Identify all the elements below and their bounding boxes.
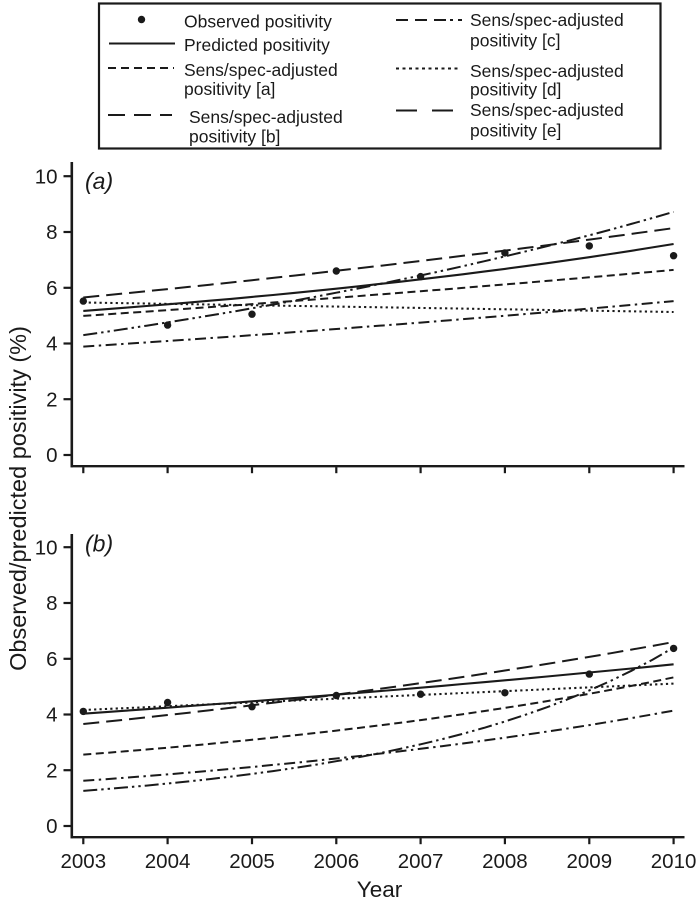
svg-text:2004: 2004: [145, 850, 191, 873]
svg-text:(b): (b): [85, 531, 113, 557]
svg-text:2005: 2005: [229, 850, 275, 873]
svg-text:Sens/spec-adjusted: Sens/spec-adjusted: [470, 100, 624, 120]
svg-text:Predicted positivity: Predicted positivity: [184, 35, 330, 55]
svg-text:0: 0: [46, 444, 57, 467]
svg-text:Observed/predicted positivity: Observed/predicted positivity (%): [5, 326, 31, 671]
svg-text:2007: 2007: [398, 850, 444, 873]
svg-text:Observed positivity: Observed positivity: [184, 12, 332, 32]
svg-text:Sens/spec-adjusted: Sens/spec-adjusted: [470, 61, 624, 81]
svg-text:10: 10: [35, 165, 58, 188]
svg-text:6: 6: [46, 648, 57, 671]
svg-text:2009: 2009: [566, 850, 612, 873]
svg-text:positivity [b]: positivity [b]: [189, 127, 280, 147]
svg-text:8: 8: [46, 221, 57, 244]
svg-text:Year: Year: [357, 877, 403, 900]
svg-text:2: 2: [46, 388, 57, 411]
svg-text:4: 4: [46, 333, 57, 356]
svg-text:positivity [c]: positivity [c]: [470, 31, 560, 51]
svg-text:2: 2: [46, 760, 57, 783]
svg-text:2008: 2008: [482, 850, 528, 873]
svg-text:2010: 2010: [651, 850, 697, 873]
svg-text:2006: 2006: [313, 850, 359, 873]
svg-text:Sens/spec-adjusted: Sens/spec-adjusted: [470, 10, 624, 30]
svg-text:6: 6: [46, 277, 57, 300]
svg-text:Sens/spec-adjusted: Sens/spec-adjusted: [189, 107, 343, 127]
svg-text:4: 4: [46, 704, 57, 727]
svg-text:2003: 2003: [60, 850, 106, 873]
svg-text:8: 8: [46, 592, 57, 615]
svg-text:(a): (a): [85, 168, 113, 194]
svg-text:Sens/spec-adjusted: Sens/spec-adjusted: [184, 60, 338, 80]
svg-text:positivity [a]: positivity [a]: [184, 79, 275, 99]
svg-text:10: 10: [35, 537, 58, 560]
svg-text:positivity [d]: positivity [d]: [470, 80, 561, 100]
svg-text:0: 0: [46, 815, 57, 838]
svg-text:positivity [e]: positivity [e]: [470, 121, 561, 141]
